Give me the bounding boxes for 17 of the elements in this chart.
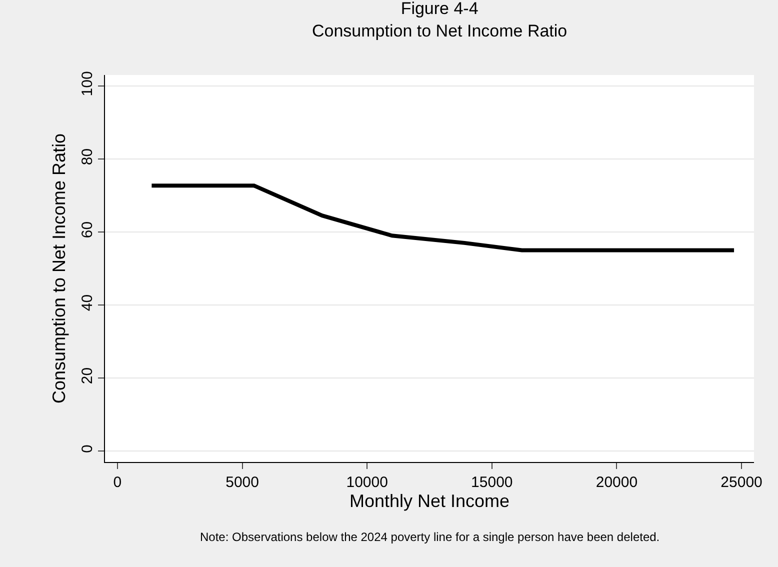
y-axis-title: Consumption to Net Income Ratio xyxy=(49,133,70,404)
x-tick-label: 10000 xyxy=(346,474,388,491)
line-series xyxy=(150,184,736,252)
text: Note: Observations below the 2024 poverty line for a single person have been deleted. xyxy=(200,530,660,544)
y-tick-label: 0 xyxy=(79,444,96,453)
y-tick-label: 80 xyxy=(79,148,96,166)
x-tick-label: 5000 xyxy=(226,474,259,491)
y-tick-label: 100 xyxy=(79,71,96,96)
y-tick-label: 60 xyxy=(79,221,96,238)
chart-title: Figure 4-4 Consumption to Net Income Ratio xyxy=(312,0,568,40)
x-tick-label: 0 xyxy=(113,474,122,491)
x-axis-title: Monthly Net Income xyxy=(349,491,510,511)
x-tick-label: 25000 xyxy=(720,474,762,491)
x-tick-label: 15000 xyxy=(471,474,513,491)
x-tick-label: 20000 xyxy=(596,474,638,491)
y-tick-label: 20 xyxy=(79,367,96,384)
y-tick-label: 40 xyxy=(79,294,96,312)
